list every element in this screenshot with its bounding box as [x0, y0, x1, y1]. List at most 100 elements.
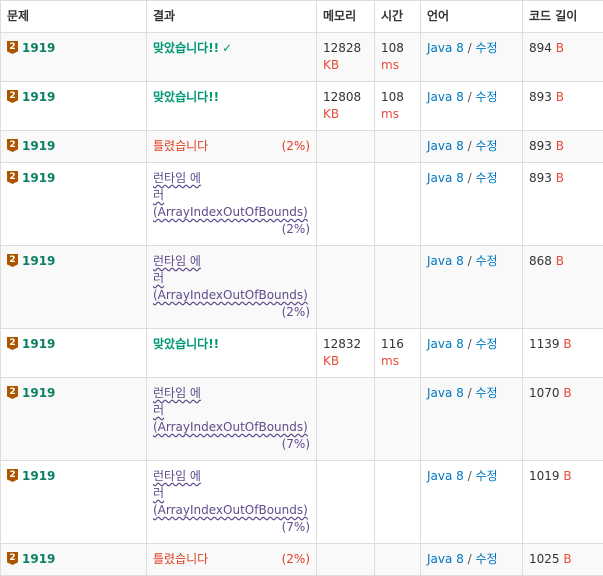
- code-length-value[interactable]: 893: [529, 171, 552, 185]
- edit-link[interactable]: 수정: [475, 139, 497, 153]
- result-accepted: 맞았습니다!!: [153, 90, 219, 104]
- result-progress: (2%): [282, 551, 310, 568]
- header-time: 시간: [375, 1, 421, 33]
- language-cell: Java 8 / 수정: [421, 544, 523, 576]
- code-length-value[interactable]: 868: [529, 254, 552, 268]
- code-length-value[interactable]: 893: [529, 139, 552, 153]
- bronze-tier-icon: 2: [7, 41, 18, 54]
- language-cell: Java 8 / 수정: [421, 82, 523, 131]
- code-length-value[interactable]: 1025: [529, 552, 560, 566]
- time-value: 116: [381, 337, 404, 351]
- language-link[interactable]: Java 8: [427, 90, 464, 104]
- language-cell: Java 8 / 수정: [421, 246, 523, 329]
- result-runtime-error-line1[interactable]: 런타임 에: [153, 386, 201, 400]
- bronze-tier-icon: 2: [7, 90, 18, 103]
- table-header-row: 문제 결과 메모리 시간 언어 코드 길이: [1, 1, 603, 33]
- edit-link[interactable]: 수정: [475, 386, 497, 400]
- problem-link[interactable]: 1919: [22, 386, 55, 400]
- memory-unit: KB: [323, 58, 339, 72]
- result-runtime-error-line2[interactable]: 러 (ArrayIndexOutOfBounds): [153, 271, 308, 302]
- bronze-tier-icon: 2: [7, 139, 18, 152]
- edit-link[interactable]: 수정: [475, 90, 497, 104]
- code-length-value[interactable]: 1070: [529, 386, 560, 400]
- language-link[interactable]: Java 8: [427, 386, 464, 400]
- edit-link[interactable]: 수정: [475, 337, 497, 351]
- edit-link[interactable]: 수정: [475, 171, 497, 185]
- separator: /: [464, 469, 476, 483]
- problem-link[interactable]: 1919: [22, 41, 55, 55]
- check-icon: ✓: [222, 41, 232, 55]
- time-cell: [375, 246, 421, 329]
- result-runtime-error-line1[interactable]: 런타임 에: [153, 254, 201, 268]
- language-link[interactable]: Java 8: [427, 171, 464, 185]
- result-runtime-error-line1[interactable]: 런타임 에: [153, 171, 201, 185]
- problem-cell: 2 1919: [1, 131, 147, 163]
- result-runtime-error-line2[interactable]: 러 (ArrayIndexOutOfBounds): [153, 486, 308, 517]
- code-length-value[interactable]: 893: [529, 90, 552, 104]
- edit-link[interactable]: 수정: [475, 254, 497, 268]
- result-cell: 맞았습니다!!: [147, 329, 317, 378]
- code-length-value[interactable]: 1139: [529, 337, 560, 351]
- problem-link[interactable]: 1919: [22, 337, 55, 351]
- language-link[interactable]: Java 8: [427, 254, 464, 268]
- result-runtime-error-line1[interactable]: 런타임 에: [153, 469, 201, 483]
- time-cell: [375, 378, 421, 461]
- code-length-value[interactable]: 894: [529, 41, 552, 55]
- edit-link[interactable]: 수정: [475, 552, 497, 566]
- memory-value: 12808: [323, 90, 361, 104]
- problem-link[interactable]: 1919: [22, 469, 55, 483]
- code-length-unit: B: [563, 469, 571, 483]
- bronze-tier-icon: 2: [7, 337, 18, 350]
- code-length-unit: B: [556, 254, 564, 268]
- code-length-value[interactable]: 1019: [529, 469, 560, 483]
- memory-cell: [317, 246, 375, 329]
- result-progress: (7%): [153, 519, 310, 536]
- language-cell: Java 8 / 수정: [421, 461, 523, 544]
- language-link[interactable]: Java 8: [427, 139, 464, 153]
- code-length-cell: 1019 B: [523, 461, 603, 544]
- code-length-cell: 893 B: [523, 163, 603, 246]
- result-runtime-error-line2[interactable]: 러 (ArrayIndexOutOfBounds): [153, 403, 308, 434]
- result-wrong: 틀렸습니다: [153, 139, 208, 153]
- language-link[interactable]: Java 8: [427, 552, 464, 566]
- problem-link[interactable]: 1919: [22, 254, 55, 268]
- result-cell: 맞았습니다!!✓: [147, 33, 317, 82]
- header-language: 언어: [421, 1, 523, 33]
- problem-link[interactable]: 1919: [22, 552, 55, 566]
- header-memory: 메모리: [317, 1, 375, 33]
- bronze-tier-icon: 2: [7, 552, 18, 565]
- result-progress: (2%): [153, 304, 310, 321]
- memory-cell: [317, 131, 375, 163]
- code-length-unit: B: [556, 171, 564, 185]
- code-length-cell: 1070 B: [523, 378, 603, 461]
- edit-link[interactable]: 수정: [475, 41, 497, 55]
- time-value: 108: [381, 90, 404, 104]
- time-cell: [375, 131, 421, 163]
- separator: /: [464, 254, 476, 268]
- language-link[interactable]: Java 8: [427, 41, 464, 55]
- problem-link[interactable]: 1919: [22, 171, 55, 185]
- problem-link[interactable]: 1919: [22, 139, 55, 153]
- language-cell: Java 8 / 수정: [421, 378, 523, 461]
- result-progress: (2%): [282, 138, 310, 155]
- problem-link[interactable]: 1919: [22, 90, 55, 104]
- language-link[interactable]: Java 8: [427, 469, 464, 483]
- memory-unit: KB: [323, 107, 339, 121]
- language-link[interactable]: Java 8: [427, 337, 464, 351]
- edit-link[interactable]: 수정: [475, 469, 497, 483]
- language-cell: Java 8 / 수정: [421, 163, 523, 246]
- code-length-unit: B: [563, 337, 571, 351]
- result-runtime-error-line2[interactable]: 러 (ArrayIndexOutOfBounds): [153, 188, 308, 219]
